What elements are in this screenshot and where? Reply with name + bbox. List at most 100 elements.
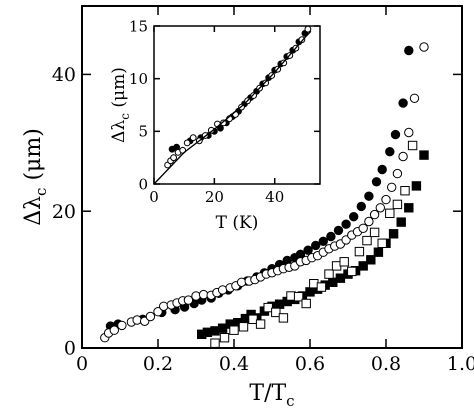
main-open-square-point [324,269,334,279]
main-filled-circle-point [364,191,374,201]
main-filled-circle-point [385,147,395,157]
main-filled-circle-point [333,225,344,236]
main-open-circle-point [153,307,163,317]
main-filled-circle-point [390,129,401,140]
inset-x-tick-label: 40 [265,188,284,206]
main-open-circle-point [159,301,169,311]
main-x-tick-label: 0.8 [371,353,401,375]
main-filled-square-point [404,203,414,213]
main-filled-circle-point [303,245,313,255]
inset-axis-ticks: 0 20 40 0 5 10 15 [129,17,320,206]
main-open-square-point [255,319,266,329]
main-y-tick-label: 20 [52,201,76,223]
main-open-circle-point [392,168,403,179]
main-open-circle-point [117,320,127,331]
main-x-tick-label: 0.4 [219,353,249,375]
main-open-square-point [369,227,380,238]
main-open-circle-point [387,182,397,193]
main-filled-square-point [366,255,376,265]
main-open-square-point [293,292,304,302]
main-filled-circle-point [318,236,328,247]
main-x-axis-title: T/Tc [249,381,294,410]
main-open-square-point [278,313,289,323]
main-open-circle-point [364,216,374,227]
main-open-square-point [301,298,311,309]
main-filled-circle-point [377,164,387,175]
main-open-square-point [392,199,403,210]
inset-open-circle-point [207,126,215,134]
main-open-square-point [229,325,239,335]
inset-open-circle-point [250,92,258,99]
main-filled-circle-point [356,201,366,212]
main-y-tick-label: 40 [52,64,76,86]
main-open-circle-point [369,209,380,220]
main-plot-frame [81,5,463,349]
main-filled-circle-point [398,98,408,108]
inset-open-circle-point [170,154,178,162]
inset-open-circle-point [304,25,312,33]
main-filled-square-point [419,150,429,160]
main-open-circle-point [375,203,385,213]
main-open-square-point [339,257,349,267]
main-open-square-point [263,302,273,313]
inset-fit-line [153,30,312,185]
main-filled-square-point [373,247,384,257]
main-y-tick-label: 0 [64,338,76,360]
inset-y-tick-label: 5 [138,123,148,141]
main-open-circle-point [191,291,201,301]
inset-y-tick-label: 0 [138,175,148,193]
inset-open-circle-point [189,134,197,142]
main-open-circle-point [409,93,420,104]
main-filled-square-point [411,181,422,191]
main-open-square-point [210,338,220,348]
main-open-square-point [400,186,410,196]
main-plot: 0 0.2 0.4 0.6 0.8 1.0 0 20 40 T/Tc Δλc (μm) [21,5,474,410]
main-open-circle-point [419,42,429,52]
main-open-square-point [377,238,387,249]
inset-open-circle-point [298,36,306,44]
main-open-square-point [271,307,281,318]
inset-open-circle-point [220,119,227,127]
main-filled-square-point [358,261,368,271]
main-open-circle-point [145,311,156,322]
main-filled-circle-point [326,231,336,242]
inset-x-axis-title: T (K) [216,213,259,233]
inset-open-circle-point [183,139,191,147]
main-open-square-point [354,246,365,257]
main-x-tick-label: 0.2 [143,353,173,375]
main-filled-square-point [396,217,406,227]
main-open-circle-point [236,277,247,287]
main-open-circle-point [132,315,142,325]
main-open-circle-point [109,325,120,335]
main-open-circle-point [217,285,228,295]
main-open-square-point [316,282,327,292]
main-open-square-point [238,322,249,332]
main-open-circle-point [381,194,391,205]
main-open-circle-point [358,223,368,234]
inset-plot: 0 20 40 0 5 10 15 T (K) Δλc (μm) [109,17,321,233]
inset-y-tick-label: 15 [129,17,148,35]
inset-y-axis-title: Δλc (μm) [109,67,132,143]
inset-x-tick-label: 0 [149,188,159,206]
inset-x-tick-label: 20 [205,188,224,206]
main-filled-circle-point [371,177,382,187]
main-filled-circle-point [341,219,351,229]
main-open-circle-point [404,127,414,138]
main-open-circle-point [198,289,209,300]
inset-plot-frame [153,25,321,185]
main-open-square-point [362,235,372,246]
main-x-tick-label: 0.6 [295,353,325,375]
main-open-circle-point [183,295,194,305]
main-x-tick-label: 1.0 [447,353,474,375]
main-x-tick-label: 0 [76,353,88,375]
main-y-axis-title: Δλc (μm) [21,128,50,226]
inset-data-points [153,25,312,185]
main-open-square-point [347,266,357,277]
main-open-square-point [385,208,395,219]
main-open-square-point [248,314,258,325]
main-filled-circle-point [349,212,359,222]
main-axis-ticks: 0 0.2 0.4 0.6 0.8 1.0 0 20 40 [52,6,474,375]
inset-y-tick-label: 10 [129,70,148,88]
main-open-circle-point [398,151,408,162]
